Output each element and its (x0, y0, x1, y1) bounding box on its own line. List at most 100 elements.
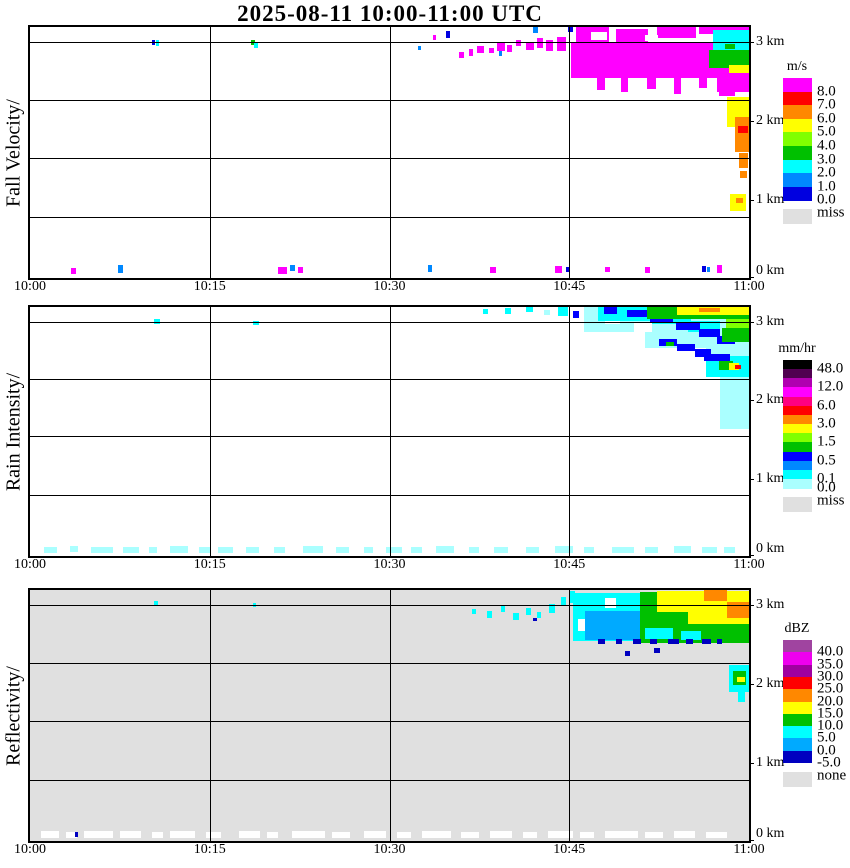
data-cell (411, 547, 422, 553)
data-cell (698, 307, 721, 313)
colorbar-box (783, 132, 812, 147)
colorbar-box (783, 713, 812, 727)
colorbar-missing-box (783, 772, 812, 787)
data-cell (117, 265, 123, 273)
data-cell (461, 832, 480, 838)
data-cell (472, 608, 477, 614)
data-cell (119, 831, 142, 838)
colorbar-unit-fall-velocity: m/s (786, 59, 808, 74)
data-cell (123, 546, 140, 553)
data-cell (701, 265, 706, 273)
time-tick-label: 10:00 (14, 557, 46, 572)
data-cell (364, 547, 373, 553)
data-cell (477, 45, 484, 54)
colorbar-label: 25.0 (817, 680, 844, 697)
data-cell (560, 597, 566, 605)
data-cell (83, 831, 113, 838)
data-cell (695, 349, 711, 357)
data-cell (704, 590, 728, 601)
axis-title-reflectivity: Reflectivity/ (2, 665, 25, 766)
data-cell (303, 546, 324, 553)
colorbar-box (783, 676, 812, 690)
colorbar-label: 0.0 (817, 191, 836, 208)
data-cell (513, 612, 519, 620)
data-cell (718, 360, 734, 371)
data-cell (468, 49, 473, 56)
colorbar-label: 40.0 (817, 643, 844, 660)
data-cell (335, 547, 349, 553)
colorbar-label: 10.0 (817, 717, 844, 734)
colorbar-box (783, 360, 812, 370)
data-cell (557, 37, 566, 51)
colorbar-box (783, 105, 812, 120)
colorbar-box (783, 442, 812, 452)
height-tick (749, 840, 754, 841)
data-cell (385, 546, 402, 553)
colorbar-unit-reflectivity: dBZ (784, 621, 810, 636)
height-tick-label: 2 km (756, 391, 785, 407)
data-cell (738, 152, 748, 168)
height-gridline (30, 321, 749, 323)
data-cell (583, 547, 595, 553)
colorbar-label: 5.0 (817, 729, 836, 746)
height-gridline (30, 779, 749, 781)
colorbar-box (783, 640, 812, 653)
data-cell (490, 831, 512, 838)
colorbar-label: -5.0 (817, 754, 841, 771)
time-gridline (209, 27, 211, 278)
colorbar-box (783, 414, 812, 425)
data-cell (298, 267, 304, 273)
data-cell (615, 638, 622, 645)
data-cell (536, 612, 542, 618)
data-cell (687, 612, 749, 624)
colorbar-label: 4.0 (817, 137, 836, 154)
height-tick (749, 478, 754, 480)
time-tick-label: 10:15 (193, 842, 226, 857)
colorbar-label: 7.0 (817, 96, 836, 113)
time-tick-label: 11:00 (733, 842, 765, 857)
data-cell (680, 631, 701, 641)
data-cell (728, 64, 749, 75)
colorbar-box (783, 159, 812, 174)
time-gridline (389, 27, 391, 278)
data-cell (488, 47, 494, 53)
height-gridline (30, 720, 749, 722)
data-cell (544, 309, 550, 315)
data-cell (720, 371, 749, 429)
data-cell (621, 78, 629, 93)
time-tick-label: 10:30 (373, 842, 406, 857)
data-cell (468, 547, 480, 553)
colorbar-label: 3.0 (817, 415, 836, 432)
data-cell (170, 831, 196, 838)
time-tick-label: 10:15 (193, 279, 226, 294)
data-cell (498, 50, 503, 56)
data-cell (666, 342, 674, 347)
data-cell (417, 45, 422, 51)
data-cell (626, 309, 647, 317)
time-tick-label: 11:00 (733, 279, 765, 294)
data-cell (154, 319, 161, 325)
data-cell (558, 307, 568, 316)
data-cell (572, 311, 580, 319)
data-cell (598, 638, 606, 645)
data-cell (736, 676, 745, 682)
data-cell (152, 832, 163, 838)
data-cell (549, 603, 555, 613)
data-cell (198, 547, 210, 553)
height-tick (749, 683, 754, 685)
data-cell (153, 601, 158, 607)
data-cell (612, 546, 634, 553)
data-cell (705, 832, 728, 838)
data-cell (646, 78, 657, 89)
data-cell (490, 266, 496, 273)
data-cell (723, 547, 735, 553)
height-gridline (30, 494, 749, 496)
colorbar-box (783, 652, 812, 666)
colorbar-label: 1.5 (817, 433, 836, 450)
chart-title: 2025-08-11 10:00-11:00 UTC (237, 1, 543, 26)
time-gridline (209, 307, 211, 556)
colorbar-label: 6.0 (817, 110, 836, 127)
data-cell (580, 832, 595, 838)
colorbar-box (783, 378, 812, 388)
